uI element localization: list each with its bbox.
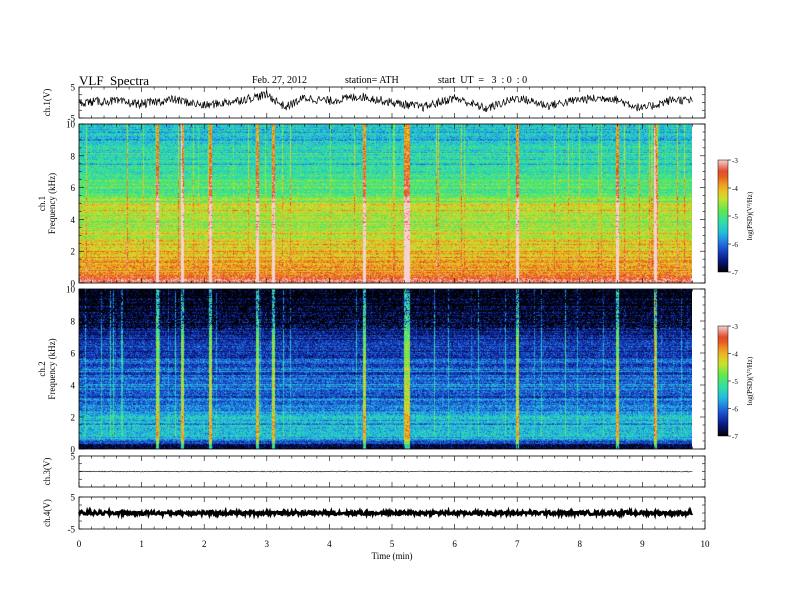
colorbar-tick-label: -3	[732, 323, 738, 331]
y-tick-label: 4	[71, 381, 76, 391]
colorbar-tick-label: -4	[732, 351, 738, 359]
x-tick-label: 4	[327, 539, 332, 549]
colorbar-fill	[717, 325, 729, 437]
y-tick-label: 8	[71, 151, 76, 161]
trace-ch3-waveform	[78, 470, 693, 473]
x-tick-label: 6	[452, 539, 457, 549]
y-axis-label: ch.1(V)	[42, 89, 52, 117]
colorbar-fill	[717, 159, 729, 273]
colorbar-tick-label: -6	[732, 406, 738, 414]
colorbar-tick-label: -6	[732, 241, 738, 249]
date-label: Feb. 27, 2012	[252, 75, 307, 86]
y-axis-label: ch.2	[37, 361, 47, 376]
colorbar-tick-label: -4	[732, 185, 738, 193]
y-tick-label: 2	[71, 247, 76, 257]
y-tick-label: 2	[71, 413, 76, 423]
waveform-traces	[77, 90, 694, 520]
colorbar-label: log(PSD)(V²/Hz)	[746, 356, 754, 405]
colorbar-tick-label: -7	[732, 433, 738, 441]
y-axis-label: ch.4(V)	[42, 499, 52, 527]
y-tick-label: 10	[66, 120, 76, 130]
spectrogram-image-ch1-spectrogram	[79, 124, 692, 283]
y-tick-label: 6	[71, 349, 76, 359]
colorbar-ch2-spectrogram: -3 -4 -5 -6 -7 log(PSD)(V²/Hz)	[717, 323, 754, 441]
y-tick-label: -5	[68, 525, 76, 535]
y-axis-label: Frequency (kHz)	[47, 173, 57, 234]
x-tick-label: 1	[139, 539, 144, 549]
x-tick-label: 10	[701, 539, 711, 549]
chart-title: VLF Spectra	[79, 73, 150, 88]
y-tick-label: 8	[71, 317, 76, 327]
station-label: station= ATH	[345, 75, 399, 86]
x-tick-label: 3	[265, 539, 270, 549]
y-tick-label: 5	[71, 452, 76, 462]
y-tick-label: 5	[71, 83, 76, 93]
x-tick-label: 9	[640, 539, 645, 549]
x-tick-label: 8	[578, 539, 583, 549]
y-tick-label: 0	[71, 279, 76, 289]
x-tick-label: 5	[390, 539, 395, 549]
y-tick-label: 5	[71, 493, 76, 503]
y-tick-label: 0	[71, 445, 76, 455]
colorbars: -3 -4 -5 -6 -7 log(PSD)(V²/Hz) -3 -4 -5 -6 -7 log(P…	[717, 157, 754, 441]
y-tick-label: 4	[71, 215, 76, 225]
trace-ch1-waveform	[78, 90, 693, 113]
y-axis-label: Frequency (kHz)	[47, 338, 57, 399]
x-axis-label: Time (min)	[372, 551, 413, 561]
colorbar-tick-label: -5	[732, 213, 738, 221]
colorbar-tick-label: -5	[732, 378, 738, 386]
colorbar-label: log(PSD)(V²/Hz)	[746, 191, 754, 240]
x-tick-label: 2	[202, 539, 207, 549]
start-time-label: start UT = 3 : 0 : 0	[438, 75, 528, 86]
y-tick-label: 6	[71, 183, 76, 193]
y-axis-label: ch.3(V)	[42, 458, 52, 486]
colorbar-tick-label: -3	[732, 157, 738, 165]
x-tick-label: 0	[77, 539, 82, 549]
trace-ch4-waveform	[77, 506, 694, 520]
y-tick-label: 10	[66, 285, 76, 295]
x-tick-label: 7	[515, 539, 520, 549]
spectrogram-images	[79, 124, 692, 449]
y-tick-label: -5	[68, 114, 76, 124]
spectrogram-image-ch2-spectrogram	[79, 289, 692, 449]
colorbar-tick-label: -7	[732, 269, 738, 277]
colorbar-ch1-spectrogram: -3 -4 -5 -6 -7 log(PSD)(V²/Hz)	[717, 157, 754, 277]
y-axis-label: ch.1	[37, 196, 47, 211]
